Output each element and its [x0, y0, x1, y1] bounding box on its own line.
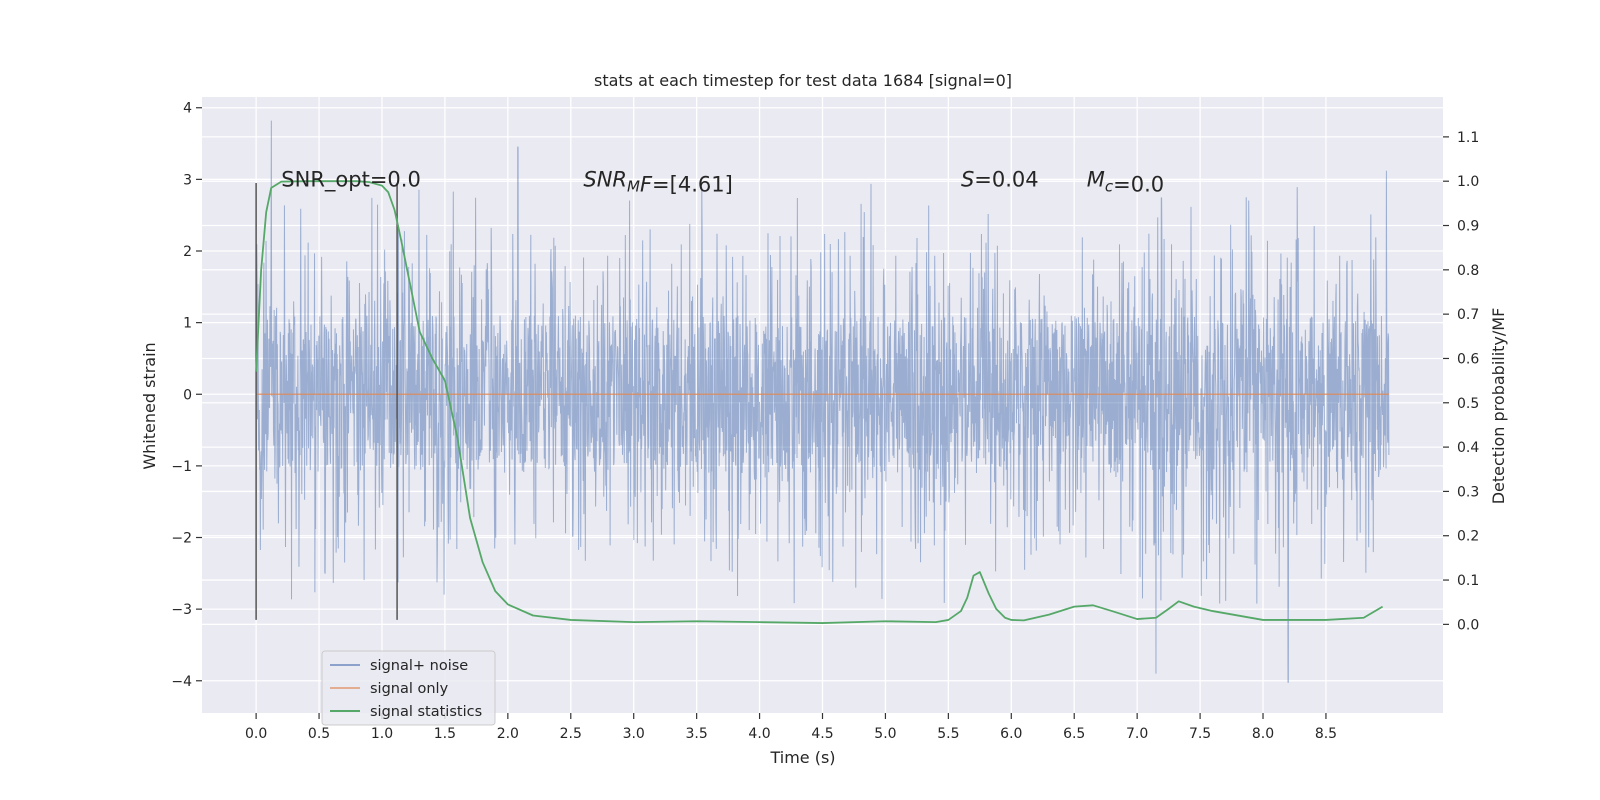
y-axis-ticks: 4 3 2 1 0 −1 −2 −3 −4	[171, 101, 202, 690]
annotation-text: S=0.04	[961, 168, 1039, 192]
y-tick-label: −4	[171, 674, 192, 690]
x-tick-label: 5.5	[937, 726, 959, 742]
x-axis-ticks: 0.0 0.5 1.0 1.5 2.0 2.5 3.0 3.5 4.0 4.5 5.0 5.5 6.0 6…	[245, 713, 1337, 742]
x-tick-label: 6.5	[1063, 726, 1085, 742]
x-tick-label: 5.0	[874, 726, 896, 742]
signal-noise-series	[255, 120, 1390, 683]
y-tick-label: 0	[183, 387, 192, 403]
x-tick-label: 4.0	[748, 726, 770, 742]
x-tick-label: 7.5	[1189, 726, 1211, 742]
y2-tick-label: 1.1	[1457, 130, 1479, 146]
x-tick-label: 8.0	[1252, 726, 1274, 742]
y-tick-label: −1	[171, 459, 192, 475]
y-axis-label: Whitened strain	[140, 342, 159, 469]
legend-label: signal+ noise	[370, 658, 468, 674]
y2-axis-ticks: 1.1 1.0 0.9 0.8 0.7 0.6 0.5 0.4 0.3 0.2 0.1 0.0	[1443, 130, 1479, 633]
y-tick-label: 2	[183, 244, 192, 260]
y2-tick-label: 0.6	[1457, 351, 1479, 367]
y2-tick-label: 0.3	[1457, 484, 1479, 500]
y-tick-label: −2	[171, 531, 192, 547]
x-tick-label: 4.5	[811, 726, 833, 742]
legend-label: signal statistics	[370, 704, 482, 720]
y-tick-label: 1	[183, 316, 192, 332]
y2-tick-label: 0.7	[1457, 307, 1479, 323]
x-tick-label: 7.0	[1126, 726, 1148, 742]
legend-box	[321, 650, 496, 726]
y-tick-label: 3	[183, 172, 192, 188]
x-tick-label: 6.0	[1000, 726, 1022, 742]
x-tick-label: 2.0	[497, 726, 519, 742]
y2-tick-label: 1.0	[1457, 174, 1479, 190]
y2-tick-label: 0.1	[1457, 573, 1479, 589]
signal-noise-line	[255, 120, 1390, 683]
y2-tick-label: 0.2	[1457, 529, 1479, 545]
x-tick-label: 1.0	[371, 726, 393, 742]
legend: signal+ noise signal only signal statistic…	[321, 650, 496, 726]
y2-tick-label: 0.8	[1457, 263, 1479, 279]
legend-label: signal only	[370, 681, 449, 697]
y2-tick-label: 0.0	[1457, 617, 1479, 633]
x-tick-label: 2.5	[560, 726, 582, 742]
annotation-text: SNRMF=[4.61]	[583, 168, 732, 197]
y-tick-label: 4	[183, 101, 192, 117]
annotation-text: SNR_opt=0.0	[281, 168, 421, 193]
x-tick-label: 0.5	[308, 726, 330, 742]
x-tick-label: 3.5	[686, 726, 708, 742]
signal-statistics-series	[255, 180, 1384, 624]
signal-statistics-line	[255, 180, 1384, 624]
x-tick-label: 1.5	[434, 726, 456, 742]
y2-tick-label: 0.4	[1457, 440, 1479, 456]
x-tick-label: 8.5	[1315, 726, 1337, 742]
y-tick-label: −3	[171, 602, 192, 618]
chart-title: stats at each timestep for test data 168…	[594, 71, 1012, 90]
x-axis-label: Time (s)	[769, 748, 835, 767]
y2-tick-label: 0.9	[1457, 219, 1479, 235]
y2-axis-label: Detection probability/MF	[1489, 308, 1508, 505]
annotations: SNR_opt=0.0 SNRMF=[4.61] S=0.04 Mc=0.0	[281, 168, 1164, 197]
annotation-text: Mc=0.0	[1087, 168, 1164, 197]
y2-tick-label: 0.5	[1457, 396, 1479, 412]
x-tick-label: 0.0	[245, 726, 267, 742]
x-tick-label: 3.0	[623, 726, 645, 742]
marker-lines	[255, 182, 398, 620]
